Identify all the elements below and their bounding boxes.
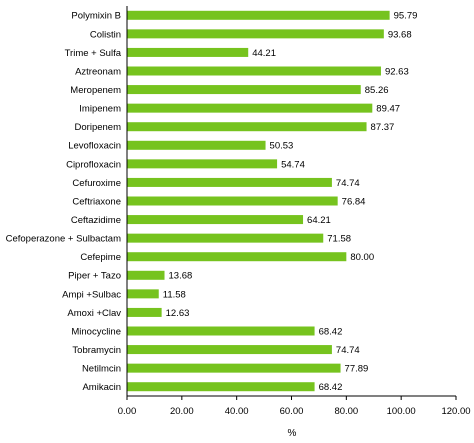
data-label: 74.74 bbox=[336, 345, 360, 356]
x-tick-label: 120.00 bbox=[441, 406, 470, 417]
data-label: 44.21 bbox=[252, 48, 276, 59]
bar bbox=[127, 66, 381, 76]
bar bbox=[127, 233, 324, 243]
data-label: 54.74 bbox=[281, 159, 305, 170]
bar bbox=[127, 103, 373, 113]
category-label: Ceftriaxone bbox=[72, 196, 121, 207]
x-axis-title: % bbox=[288, 428, 297, 439]
data-label: 87.37 bbox=[371, 122, 395, 133]
category-label: Colistin bbox=[90, 29, 121, 40]
bar bbox=[127, 363, 341, 373]
data-label: 89.47 bbox=[376, 104, 400, 115]
bar bbox=[127, 382, 315, 392]
labels-group: Polymixin B 95.79 Colistin 93.68 Trime + Sul… bbox=[6, 11, 471, 417]
data-label: 92.63 bbox=[385, 66, 409, 77]
bar bbox=[127, 270, 165, 280]
data-label: 71.58 bbox=[327, 234, 351, 245]
data-label: 80.00 bbox=[350, 252, 374, 263]
x-tick-label: 0.00 bbox=[118, 406, 137, 417]
bar bbox=[127, 326, 315, 336]
category-label: Cefuroxime bbox=[72, 178, 121, 189]
category-label: Tobramycin bbox=[72, 345, 121, 356]
data-label: 50.53 bbox=[270, 141, 294, 152]
category-label: Ampi +Sulbac bbox=[62, 289, 121, 300]
bar bbox=[127, 10, 390, 20]
bar bbox=[127, 85, 361, 95]
category-label: Netilmcin bbox=[82, 364, 121, 375]
category-label: Doripenem bbox=[75, 122, 122, 133]
category-label: Aztreonam bbox=[75, 66, 121, 77]
category-label: Polymixin B bbox=[71, 11, 121, 22]
bar bbox=[127, 345, 332, 355]
category-label: Ciprofloxacin bbox=[66, 159, 121, 170]
data-label: 64.21 bbox=[307, 215, 331, 226]
category-label: Trime + Sulfa bbox=[65, 48, 122, 59]
category-label: Piper + Tazo bbox=[68, 271, 121, 282]
x-tick-label: 20.00 bbox=[170, 406, 194, 417]
x-tick-label: 100.00 bbox=[387, 406, 416, 417]
category-label: Levofloxacin bbox=[68, 141, 121, 152]
data-label: 12.63 bbox=[166, 308, 190, 319]
x-tick-label: 60.00 bbox=[280, 406, 304, 417]
bars-group bbox=[127, 10, 390, 392]
data-label: 74.74 bbox=[336, 178, 360, 189]
category-label: Amikacin bbox=[82, 382, 121, 393]
bar bbox=[127, 47, 249, 57]
category-label: Amoxi +Clav bbox=[67, 308, 121, 319]
data-label: 68.42 bbox=[319, 382, 343, 393]
data-label: 13.68 bbox=[169, 271, 193, 282]
category-label: Cefepime bbox=[80, 252, 121, 263]
data-label: 68.42 bbox=[319, 326, 343, 337]
data-label: 95.79 bbox=[394, 11, 418, 22]
bar bbox=[127, 122, 367, 132]
axes-group bbox=[126, 6, 457, 400]
bar bbox=[127, 177, 332, 187]
x-tick-label: 40.00 bbox=[225, 406, 249, 417]
bar bbox=[127, 159, 278, 169]
category-label: Ceftazidime bbox=[71, 215, 121, 226]
bar bbox=[127, 29, 384, 39]
bar bbox=[127, 252, 347, 262]
data-label: 93.68 bbox=[388, 29, 412, 40]
data-label: 76.84 bbox=[342, 196, 366, 207]
category-label: Minocycline bbox=[71, 326, 121, 337]
bar bbox=[127, 196, 338, 206]
x-tick-label: 80.00 bbox=[334, 406, 358, 417]
data-label: 11.58 bbox=[163, 289, 186, 300]
category-label: Cefoperazone + Sulbactam bbox=[6, 234, 121, 245]
bar bbox=[127, 215, 304, 225]
category-label: Imipenem bbox=[79, 104, 121, 115]
category-label: Meropenem bbox=[70, 85, 121, 96]
bar bbox=[127, 289, 159, 299]
bar bbox=[127, 140, 266, 150]
data-label: 85.26 bbox=[365, 85, 389, 96]
data-label: 77.89 bbox=[345, 364, 369, 375]
bar bbox=[127, 307, 162, 317]
